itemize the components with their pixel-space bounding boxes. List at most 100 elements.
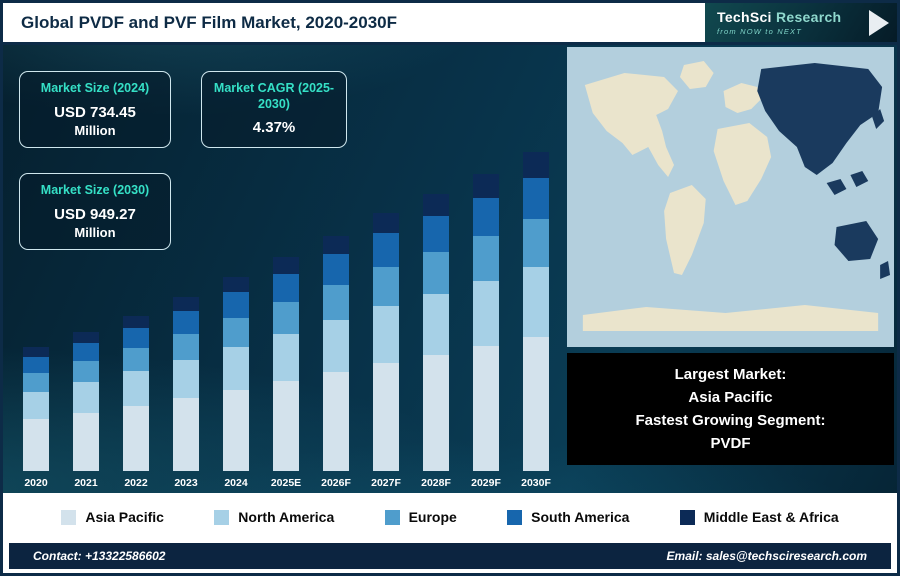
segment-europe — [223, 317, 249, 347]
segment-asia-pacific — [473, 346, 499, 471]
x-axis-label: 2029F — [471, 477, 501, 489]
bar-column-2024: 2024 — [218, 276, 254, 491]
bar-column-2020: 2020 — [18, 346, 54, 491]
bar-stack — [73, 331, 99, 471]
segment-europe — [373, 267, 399, 306]
segment-europe — [173, 333, 199, 360]
segment-north-america — [73, 381, 99, 413]
segment-asia-pacific — [523, 337, 549, 471]
title-bar: Global PVDF and PVF Film Market, 2020-20… — [3, 3, 705, 42]
stat-value: USD 734.45 — [54, 103, 136, 121]
legend-swatch-icon — [214, 509, 230, 525]
segment-asia-pacific — [23, 418, 49, 471]
bar-column-2028f: 2028F — [418, 193, 454, 491]
segment-south-america — [273, 274, 299, 303]
segment-middle-east-africa — [223, 276, 249, 293]
bar-stack — [123, 315, 149, 471]
x-axis-label: 2024 — [224, 477, 248, 489]
segment-south-america — [223, 292, 249, 318]
stat-card-market-size-2030: Market Size (2030) USD 949.27 Million — [19, 173, 171, 250]
legend-item-south-america: South America — [507, 509, 629, 525]
legend-swatch-icon — [61, 509, 77, 525]
x-axis-label: 2030F — [521, 477, 551, 489]
segment-middle-east-africa — [323, 235, 349, 255]
legend-label: North America — [238, 509, 335, 525]
segment-north-america — [323, 320, 349, 372]
legend-swatch-icon — [507, 509, 523, 525]
bar-stack — [473, 174, 499, 471]
bar-column-2027f: 2027F — [368, 212, 404, 491]
x-axis-label: 2023 — [174, 477, 198, 489]
bar-stack — [323, 235, 349, 471]
bar-column-2029f: 2029F — [468, 174, 504, 491]
segment-asia-pacific — [423, 354, 449, 471]
segment-south-america — [323, 254, 349, 285]
segment-south-america — [73, 342, 99, 361]
market-callout: Largest Market: Asia Pacific Fastest Gro… — [567, 353, 894, 465]
bar-stack — [423, 193, 449, 471]
page-title: Global PVDF and PVF Film Market, 2020-20… — [21, 12, 398, 32]
segment-europe — [123, 348, 149, 372]
segment-north-america — [423, 293, 449, 355]
brand-tagline: from NOW to NEXT — [717, 27, 803, 36]
segment-middle-east-africa — [373, 212, 399, 234]
footer-wrap: Contact: +13322586602 Email: sales@techs… — [3, 541, 897, 573]
segment-asia-pacific — [173, 397, 199, 471]
bar-column-2021: 2021 — [68, 331, 104, 491]
stat-card-market-cagr: Market CAGR (2025-2030) 4.37% — [201, 71, 347, 149]
header: Global PVDF and PVF Film Market, 2020-20… — [3, 3, 897, 45]
segment-europe — [73, 360, 99, 382]
legend-item-europe: Europe — [384, 509, 457, 525]
x-axis-label: 2026F — [321, 477, 351, 489]
segment-south-america — [123, 327, 149, 349]
segment-europe — [473, 236, 499, 281]
legend-item-asia-pacific: Asia Pacific — [61, 509, 164, 525]
stat-value: USD 949.27 — [54, 205, 136, 223]
footer-email: Email: sales@techsciresearch.com — [666, 549, 867, 563]
bar-column-2026f: 2026F — [318, 235, 354, 491]
segment-middle-east-africa — [523, 152, 549, 178]
bar-stack — [23, 346, 49, 471]
segment-asia-pacific — [323, 372, 349, 471]
segment-middle-east-africa — [173, 297, 199, 311]
segment-north-america — [23, 391, 49, 419]
brand-name-secondary: Research — [771, 9, 842, 25]
main-content: Market Size (2024) USD 734.45 Million Ma… — [3, 45, 897, 493]
segment-europe — [323, 284, 349, 321]
bar-column-2023: 2023 — [168, 297, 204, 491]
x-axis-label: 2027F — [371, 477, 401, 489]
segment-europe — [423, 251, 449, 294]
chart-panel: Market Size (2024) USD 734.45 Million Ma… — [3, 45, 567, 493]
callout-line: Asia Pacific — [688, 388, 773, 406]
segment-south-america — [523, 177, 549, 220]
x-axis-label: 2021 — [74, 477, 98, 489]
x-axis-label: 2022 — [124, 477, 148, 489]
segment-north-america — [223, 346, 249, 390]
segment-north-america — [173, 359, 199, 398]
legend-item-north-america: North America — [214, 509, 334, 525]
legend-label: Middle East & Africa — [703, 509, 839, 525]
bar-stack — [373, 212, 399, 471]
legend-swatch-icon — [384, 509, 400, 525]
callout-line: Fastest Growing Segment: — [635, 412, 826, 429]
segment-south-america — [423, 215, 449, 252]
segment-asia-pacific — [73, 412, 99, 471]
bar-column-2025e: 2025E — [268, 257, 304, 491]
brand-logo: TechSci Research from NOW to NEXT — [705, 3, 897, 42]
segment-europe — [273, 302, 299, 335]
x-axis-label: 2025E — [270, 477, 302, 489]
legend-label: Europe — [408, 509, 457, 525]
brand-name: TechSci Research — [717, 9, 897, 25]
segment-asia-pacific — [373, 362, 399, 471]
segment-middle-east-africa — [423, 193, 449, 216]
bar-stack — [223, 276, 249, 471]
segment-north-america — [273, 334, 299, 382]
segment-asia-pacific — [273, 381, 299, 471]
segment-north-america — [523, 266, 549, 337]
segment-europe — [523, 219, 549, 267]
stat-title: Market CAGR (2025-2030) — [213, 81, 335, 111]
legend-label: South America — [531, 509, 630, 525]
footer-contact: Contact: +13322586602 — [33, 549, 166, 563]
brand-name-primary: TechSci — [717, 9, 772, 25]
